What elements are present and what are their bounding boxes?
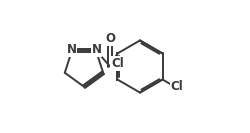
Text: N: N — [66, 43, 76, 56]
Text: Cl: Cl — [171, 80, 183, 93]
Text: Cl: Cl — [111, 57, 124, 70]
Text: O: O — [106, 32, 116, 45]
Text: N: N — [92, 43, 102, 56]
